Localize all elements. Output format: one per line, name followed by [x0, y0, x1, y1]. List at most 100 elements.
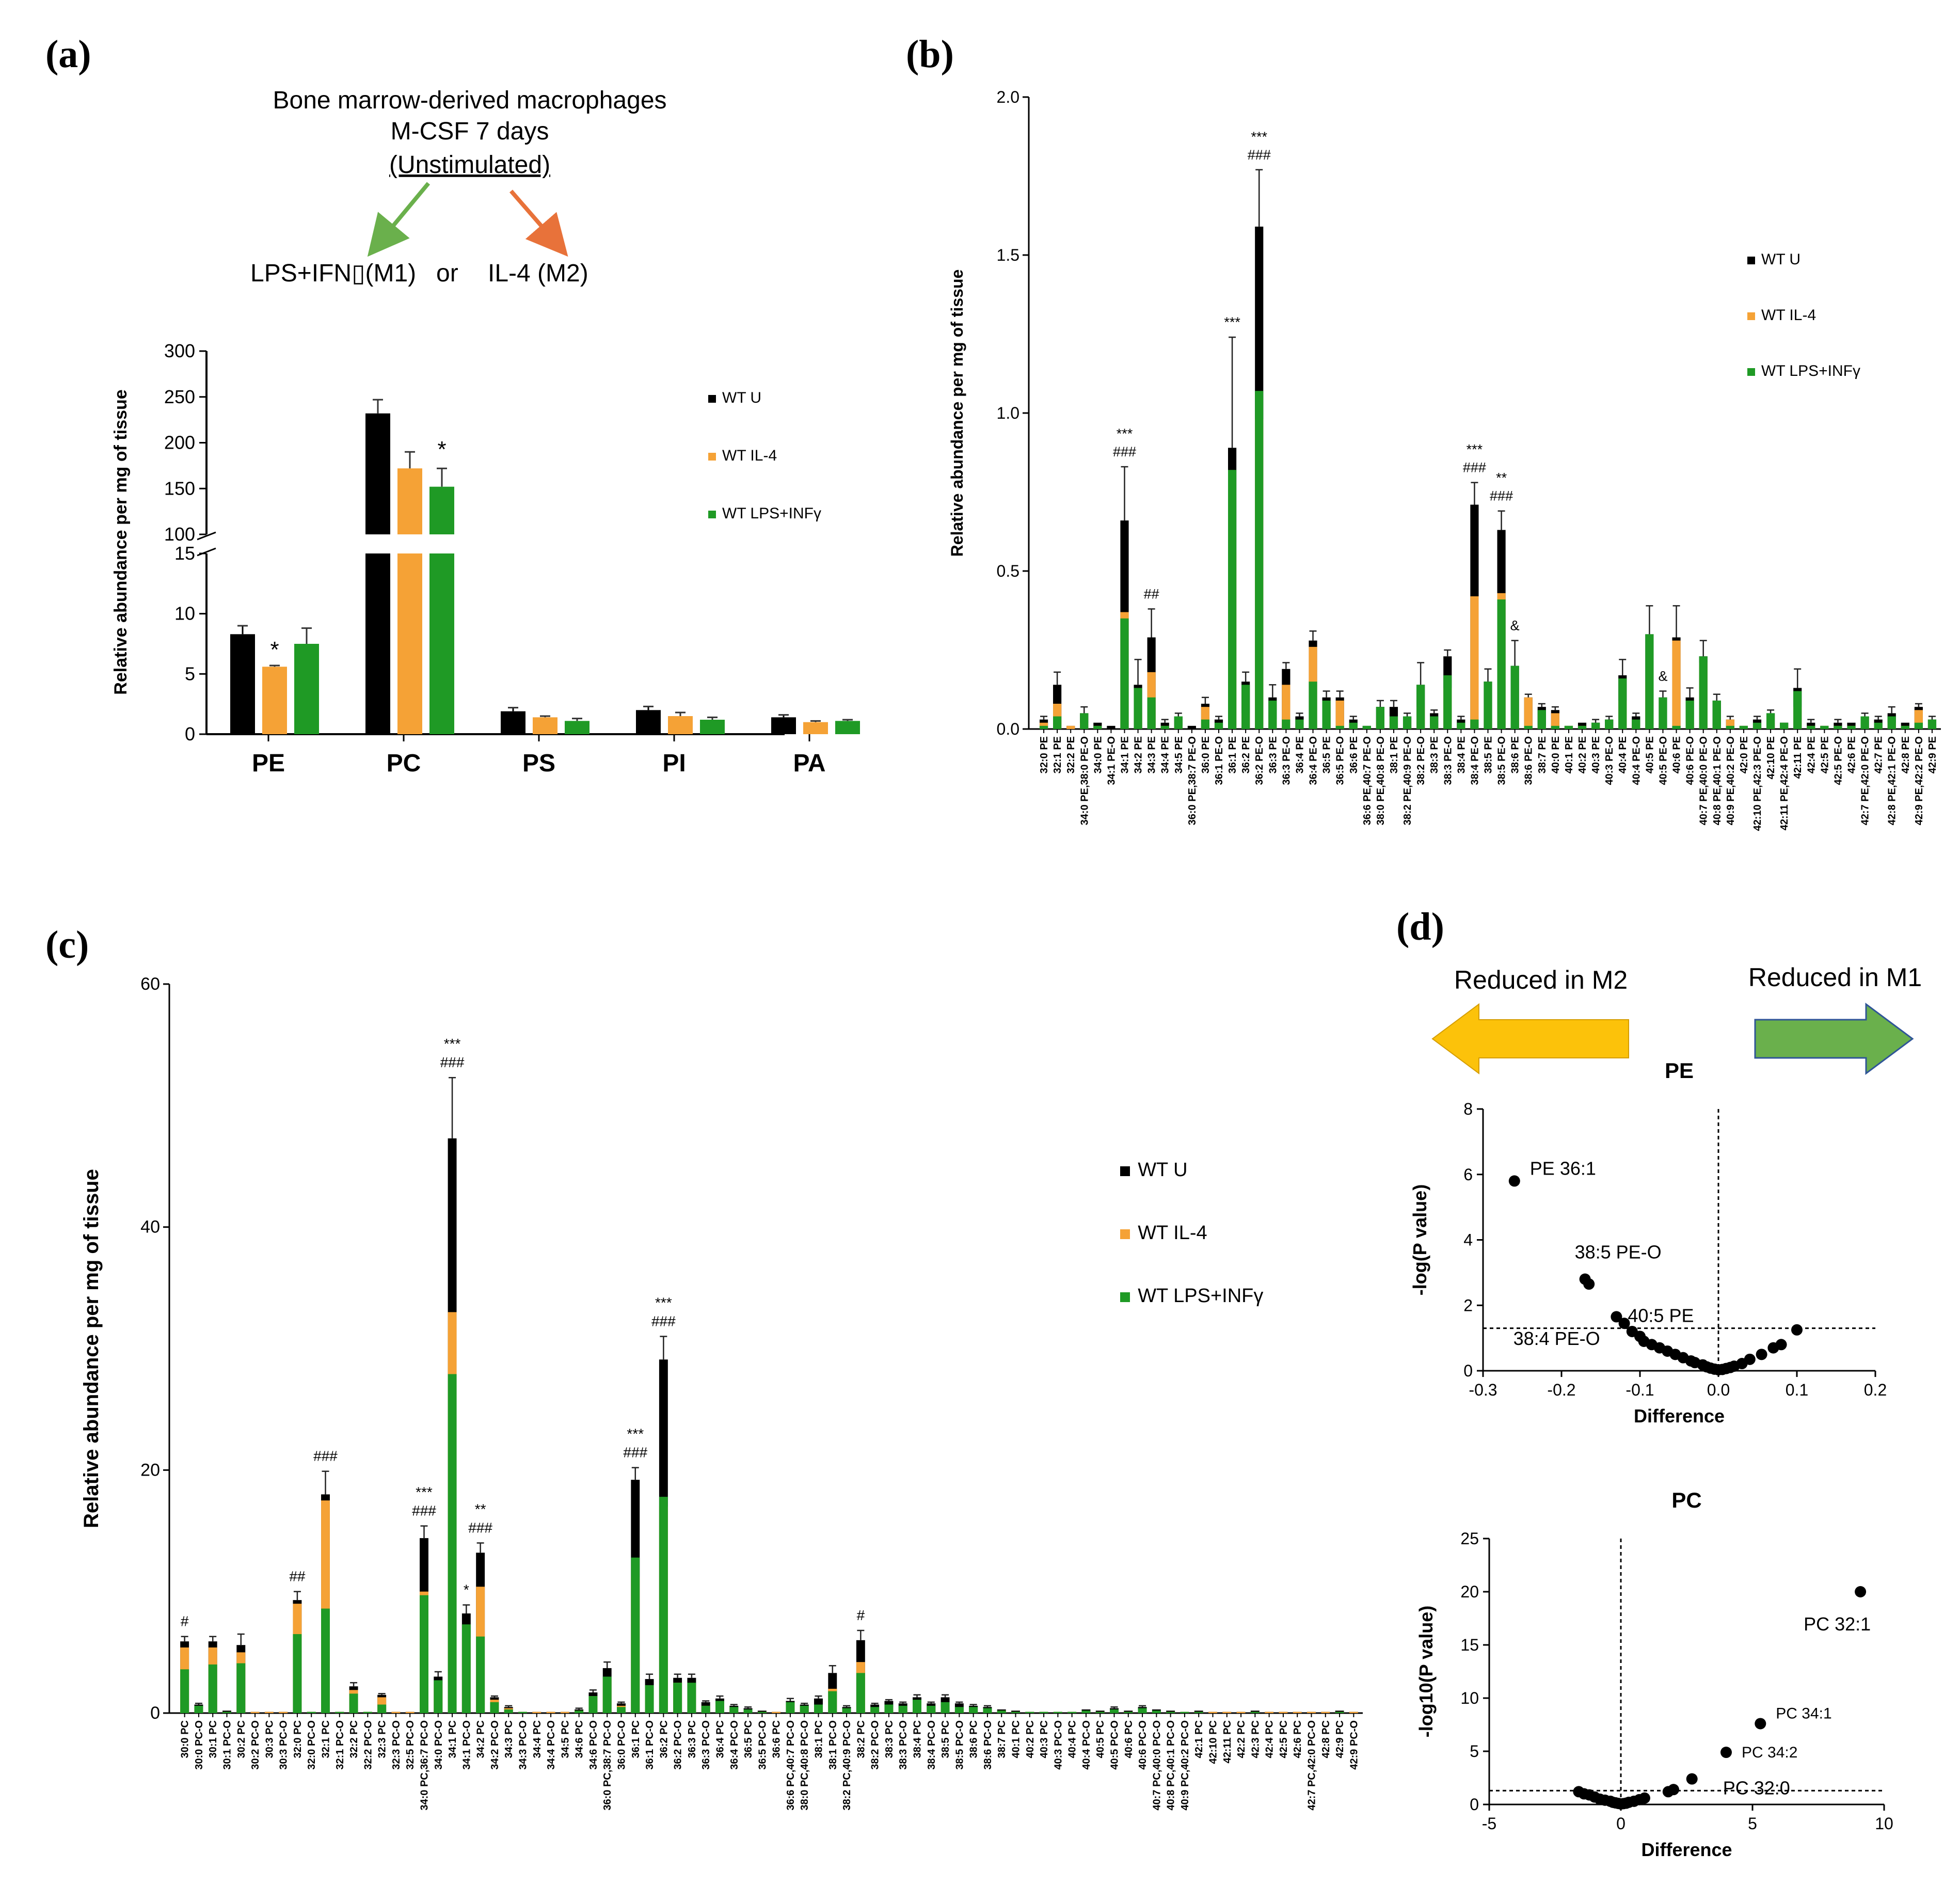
bar-LPS+INFγ-28: [1416, 685, 1425, 729]
x-tick-label: 42:6 PE: [1846, 736, 1858, 773]
bar-LPS+INFγ-36: [687, 1683, 696, 1713]
x-tick-label: 40:4 PE-O: [1631, 736, 1642, 785]
scatter-point: [1508, 1175, 1520, 1187]
bar-LPS+INFγ-34: [659, 1497, 668, 1713]
bar-LPS+INFγ-54: [941, 1702, 950, 1713]
significance-mark: ###: [1463, 460, 1486, 476]
bar-LPS+INFγ-9: [307, 1712, 316, 1713]
x-tick-label: 42:9 PC-O: [1348, 1720, 1360, 1770]
point-annotation: 38:4 PE-O: [1513, 1328, 1600, 1349]
x-tick-label: 36:2 PC: [658, 1720, 670, 1758]
y-tick-label: 2: [1463, 1296, 1473, 1314]
x-tick-label: 32:0 PE: [1039, 736, 1050, 773]
bar-LPS+INFγ-11: [335, 1712, 344, 1713]
x-tick-label: 42:5 PE: [1819, 736, 1830, 773]
x-tick-label: 32:0 PC-O: [306, 1720, 317, 1770]
x-tick-label: 40:1 PC: [1011, 1720, 1022, 1758]
x-axis-title: Difference: [1641, 1839, 1732, 1860]
scatter-point: [1791, 1324, 1803, 1336]
bar-PC-2-lower: [429, 553, 454, 734]
significance-mark: ###: [412, 1503, 436, 1519]
bar-LPS+INFγ-50: [1712, 700, 1721, 729]
x-tick-label: 38:3 PC-O: [898, 1720, 909, 1770]
y-tick-label: 300: [164, 340, 195, 361]
x-tick-label: 42:0 PE: [1739, 736, 1750, 773]
bar-LPS+INFγ-4: [236, 1663, 246, 1713]
bar-LPS+INFγ-26: [1389, 716, 1398, 729]
y-tick-label: 0: [1470, 1795, 1479, 1814]
scatter-point: [1611, 1311, 1622, 1323]
bar-IL-4-83: [1349, 1712, 1358, 1713]
bar-IL-4-22: [1335, 700, 1344, 729]
bar-IL-4-73: [1208, 1712, 1217, 1713]
bar-LPS+INFγ-45: [1645, 634, 1654, 729]
bar-LPS+INFγ-40: [1577, 725, 1587, 729]
x-tick-label: 38:5 PC-O: [954, 1720, 965, 1770]
legend-swatch: [708, 511, 716, 518]
bar-LPS+INFγ-45: [814, 1704, 823, 1713]
y-tick-label: 6: [1463, 1165, 1473, 1184]
x-tick-label: 38:7 PE: [1537, 736, 1548, 773]
significance-mark: ***: [655, 1294, 672, 1310]
x-tick-label: 34:6 PC-O: [588, 1720, 599, 1770]
bar-LPS+INFγ-52: [913, 1700, 921, 1713]
bar-LPS+INFγ-0: [180, 1669, 189, 1713]
point-annotation: PC 34:1: [1776, 1705, 1831, 1722]
significance-mark: ###: [623, 1445, 647, 1461]
point-annotation: PE 36:1: [1530, 1158, 1596, 1179]
bar-LPS+INFγ-14: [1228, 470, 1237, 729]
significance-mark: *: [437, 437, 446, 462]
x-tick-label: 42:11 PC: [1222, 1720, 1233, 1763]
bar-LPS+INFγ-53: [927, 1705, 936, 1713]
bar-IL-4-77: [1265, 1712, 1274, 1713]
significance-mark: ###: [651, 1313, 676, 1329]
significance-mark: ###: [1490, 488, 1513, 504]
x-tick-label: 32:1 PE: [1052, 736, 1063, 773]
x-tick-label: 36:1 PC: [630, 1720, 642, 1758]
x-tick-label: 36:1 PE: [1227, 736, 1238, 773]
bar-LPS+INFγ-16: [1255, 391, 1264, 729]
bar-LPS+INFγ-55: [954, 1707, 964, 1713]
x-tick-label: 30:3 PC-O: [278, 1720, 290, 1770]
bar-LPS+INFγ-66: [1927, 719, 1937, 729]
significance-mark: ###: [313, 1448, 338, 1464]
bar-LPS+INFγ-7: [1134, 688, 1142, 729]
scatter-point: [1756, 1349, 1767, 1360]
bar-LPS+INFγ-12: [1201, 719, 1210, 729]
bar-LPS+INFγ-64: [1901, 725, 1909, 729]
x-tick-label: 40:7 PC,40:0 PC-O: [1151, 1720, 1162, 1811]
point-annotation: 40:5 PE: [1628, 1305, 1694, 1326]
scatter-point: [1720, 1747, 1732, 1759]
bar-LPS+INFγ-14: [377, 1704, 387, 1713]
bar-IL-4-16: [405, 1712, 415, 1713]
bar-IL-4-74: [1222, 1712, 1232, 1713]
legend-swatch: [1747, 257, 1755, 264]
bar-LPS+INFγ-18: [1282, 719, 1290, 729]
schematic-line1: Bone marrow-derived macrophages: [273, 87, 666, 114]
bar-IL-4-18: [1282, 685, 1290, 729]
bar-LPS+INFγ-21: [1322, 700, 1331, 729]
y-axis-title: Relative abundance per mg of tissue: [948, 270, 966, 557]
scatter-point: [1855, 1586, 1867, 1597]
bar-LPS+INFγ-29: [1430, 716, 1439, 729]
bar-LPS+INFγ-6: [1120, 618, 1129, 729]
bar-LPS+INFγ-3: [222, 1712, 231, 1713]
x-tick-label: 40:4 PE: [1617, 736, 1629, 773]
x-tick-label: PA: [793, 750, 825, 777]
x-tick-label: 30:3 PC: [264, 1720, 275, 1758]
bar-LPS+INFγ-82: [1335, 1712, 1344, 1713]
y-tick-label: 250: [164, 386, 195, 407]
bar-PS-1: [533, 717, 557, 734]
x-tick-label: 38:3 PE: [1429, 736, 1440, 773]
bar-IL-4-80: [1307, 1712, 1316, 1713]
x-tick-label: 40:6 PE: [1671, 736, 1683, 773]
x-tick-label: 30:1 PC: [208, 1720, 219, 1758]
bar-LPS+INFγ-0: [1039, 725, 1048, 729]
scatter-point: [1775, 1339, 1787, 1351]
bar-LPS+INFγ-32: [631, 1557, 640, 1713]
significance-mark: ###: [440, 1054, 465, 1070]
bar-PS-2: [565, 721, 589, 734]
x-tick-label: 42:11 PE: [1792, 736, 1804, 779]
arrow-right-label: Reduced in M1: [1748, 963, 1922, 992]
x-tick-label: 32:1 PC-O: [334, 1720, 346, 1770]
